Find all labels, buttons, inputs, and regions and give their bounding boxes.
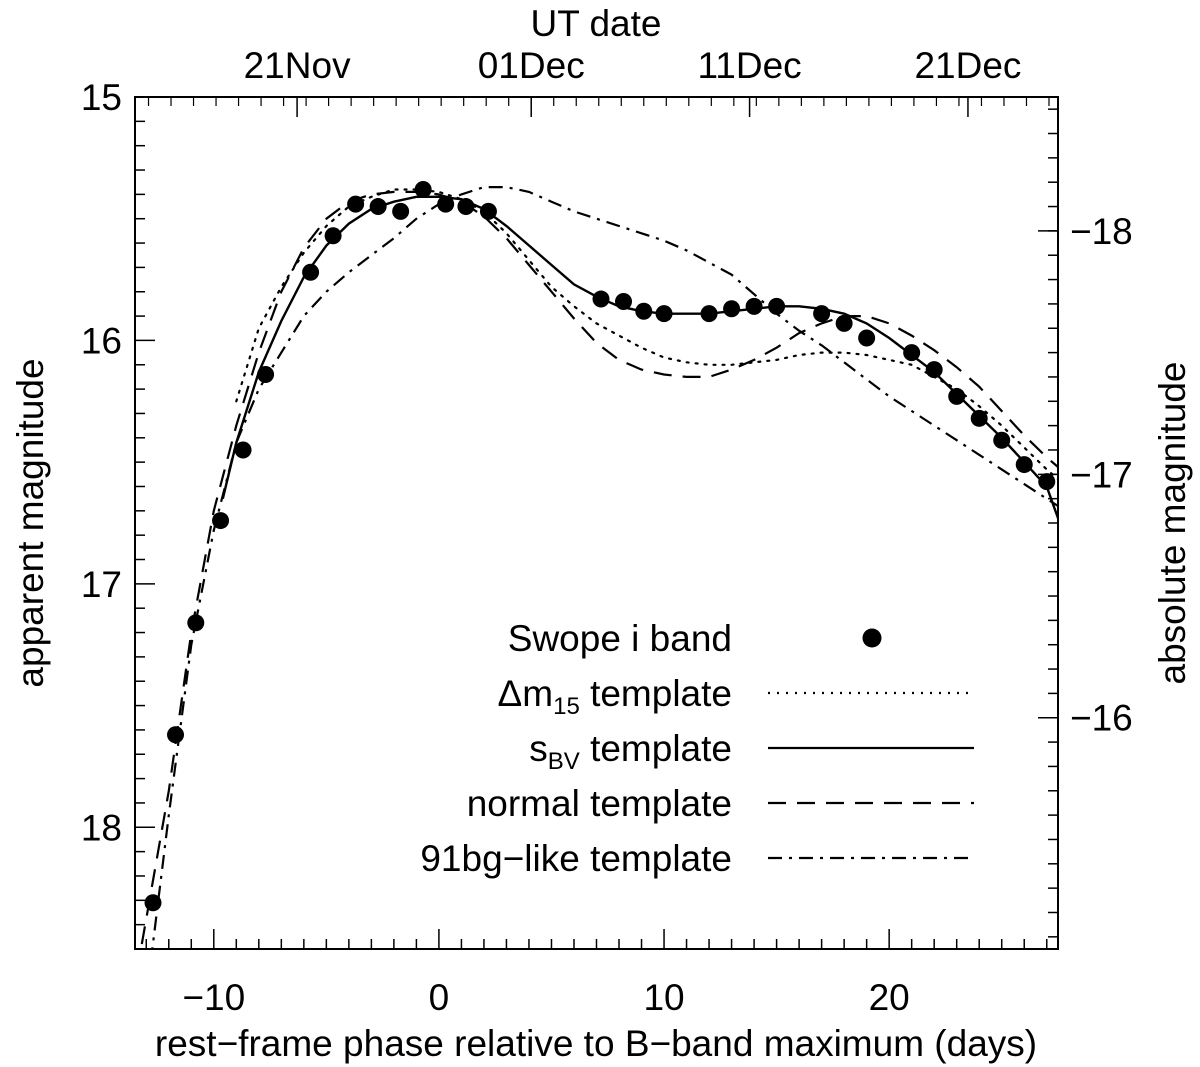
y-tick-label: 16 [81,320,122,361]
legend-marker-points [862,628,882,648]
data-point [479,202,497,220]
data-point [1038,473,1056,491]
data-point [700,305,718,323]
data-point [615,292,633,310]
data-point [993,431,1011,449]
data-point [925,361,943,379]
y-right-tick-label: −18 [1070,211,1133,252]
data-point [655,305,673,323]
y-tick-label: 18 [81,807,122,848]
data-point [592,290,610,308]
data-point [347,195,365,213]
y-axis-label: apparent magnitude [10,358,51,687]
x-axis-label: rest−frame phase relative to B−band maxi… [155,1023,1037,1064]
series-line-sbv [221,195,1058,519]
top-axis-label: UT date [531,3,662,44]
data-point [212,512,230,530]
series-line-bg91 [151,186,1058,949]
data-point [167,726,185,744]
x-tick-label: −10 [182,977,245,1018]
data-point [745,297,763,315]
series-line-normal [140,190,1058,945]
legend-label-sbv: sBV template [529,728,732,775]
data-point [858,329,876,347]
legend-label-normal: normal template [467,783,732,824]
series-group [140,181,1058,949]
x-tick-label: 10 [643,977,684,1018]
data-point [835,314,853,332]
y-right-tick-label: −17 [1070,454,1133,495]
data-point [457,198,475,216]
top-tick-label: 21Dec [914,45,1021,86]
y-right-tick-label: −16 [1070,698,1133,739]
data-point [324,227,342,245]
series-line-dm15 [235,188,1058,481]
y-axis-right-label: absolute magnitude [1152,362,1193,685]
axes-group: −10 0 10 20 21Nov 01Dec 11Dec 21Dec 15 16 17 18 −18 −… [81,45,1133,1018]
legend-label-dm15: Δm15 template [498,673,732,720]
data-point [768,297,786,315]
data-point [144,894,162,912]
data-point [257,366,275,384]
x-tick-label: 0 [429,977,450,1018]
y-tick-label: 15 [81,77,122,118]
data-point [437,195,455,213]
data-point [392,202,410,220]
top-tick-label: 11Dec [697,45,801,86]
data-point [948,387,966,405]
legend-label-points: Swope i band [508,618,732,659]
x-tick-label: 20 [869,977,910,1018]
data-point [1015,456,1033,474]
data-point [723,300,741,318]
data-point [302,263,320,281]
top-tick-label: 01Dec [478,45,585,86]
data-point [813,305,831,323]
y-tick-label: 17 [81,564,122,605]
data-point [187,614,205,632]
data-point [369,198,387,216]
data-point [970,409,988,427]
data-point [234,441,252,459]
data-point [903,344,921,362]
top-tick-label: 21Nov [244,45,351,86]
legend: Swope i band Δm15 template sBV template nor… [420,618,974,879]
data-point [414,181,432,199]
legend-label-bg91: 91bg−like template [420,838,732,879]
data-point [635,302,653,320]
